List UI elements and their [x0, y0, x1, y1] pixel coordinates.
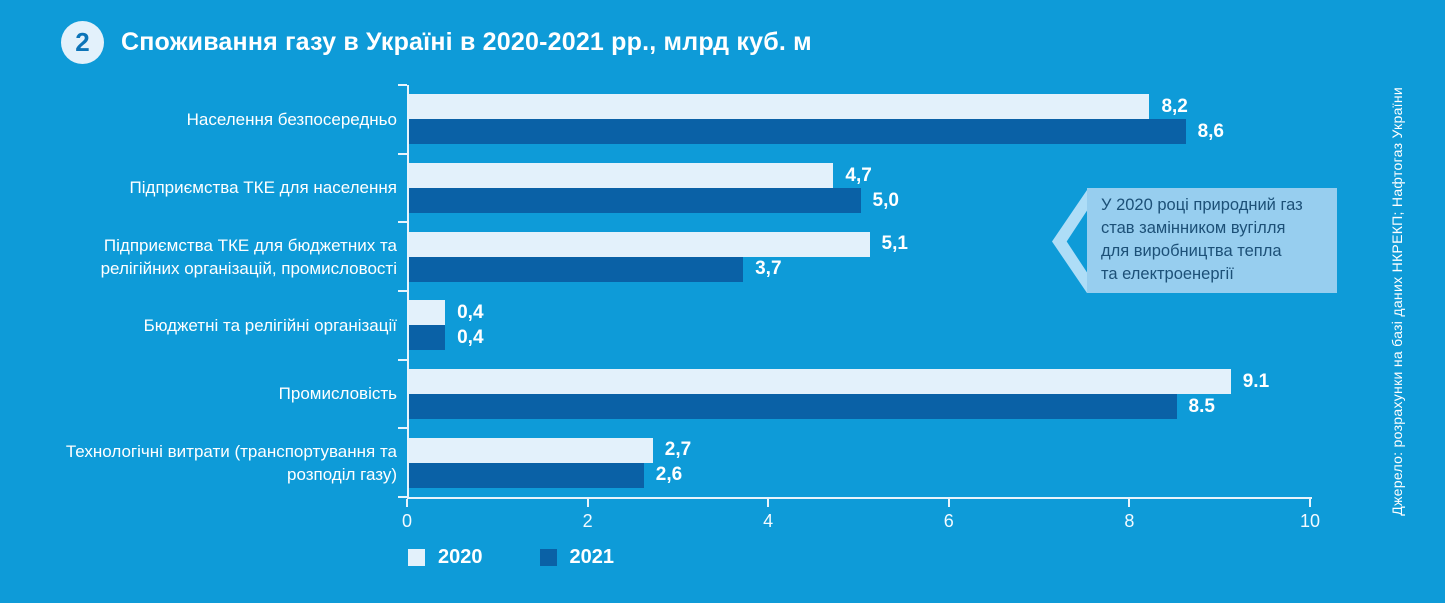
bar-row-2021: 3,7 — [409, 256, 1312, 282]
bar-row-2021: 0,4 — [409, 325, 1312, 351]
bar-row-2021: 2,6 — [409, 462, 1312, 488]
x-axis-tick-mark — [767, 499, 770, 507]
x-axis-tick-mark — [1309, 499, 1311, 507]
x-axis-tick-label: 0 — [401, 511, 413, 531]
bar-value-label: 2,7 — [664, 439, 692, 461]
y-axis-tick — [398, 84, 407, 86]
bar-value-label: 8,6 — [1197, 120, 1224, 142]
y-axis-tick — [398, 152, 407, 155]
callout-text-line: У 2020 році природний газ — [1101, 196, 1303, 214]
bar-2021 — [409, 256, 744, 282]
bar-2020 — [409, 94, 1150, 120]
legend-swatch-2020 — [408, 549, 425, 566]
bar-row-2020: 0,4 — [409, 300, 1312, 326]
bar-row-2021: 8.5 — [409, 394, 1312, 419]
y-axis-tick — [398, 290, 407, 292]
x-axis-tick-label: 10 — [1299, 511, 1321, 531]
category-labels-column: Населення безпосередньо Підприємства ТКЕ … — [38, 85, 397, 497]
source-container: Джерело: розрахунки на базі даних НКРЕКП… — [1389, 0, 1405, 603]
plot-area: 8,2 8,6 4,7 5,0 5,1 3,7 0,4 0,4 9.1 8.5 2,7 2,6 — [398, 84, 1312, 499]
source-text: Джерело: розрахунки на базі даних НКРЕКП… — [1389, 87, 1405, 516]
category-label: Підприємства ТКЕ для бюджетних та релігі… — [100, 235, 397, 278]
x-axis-tick-mark — [1128, 499, 1131, 507]
x-axis-tick-label: 4 — [763, 511, 774, 531]
figure-number-badge: 2 — [61, 21, 104, 64]
bar-row-2021: 8,6 — [409, 119, 1312, 145]
legend-item-2021: 2021 — [539, 546, 615, 569]
bar-value-label: 9.1 — [1242, 370, 1270, 392]
x-axis: 0 2 4 6 8 10 — [402, 499, 1320, 539]
category-label: Технологічні витрати (транспортування та… — [65, 441, 397, 484]
x-axis-tick-label: 6 — [943, 511, 954, 531]
category-label: Промисловість — [278, 384, 397, 404]
bar-row-2020: 9.1 — [409, 369, 1312, 394]
bar-value-label: 5,1 — [881, 233, 908, 255]
bar-value-label: 8.5 — [1188, 395, 1215, 417]
legend-label: 2020 — [438, 546, 483, 568]
bar-2021 — [409, 394, 1177, 419]
bar-2020 — [409, 300, 446, 326]
legend-label: 2021 — [569, 546, 615, 568]
bar-value-label: 2,6 — [655, 464, 683, 486]
bar-value-label: 5,0 — [872, 189, 899, 211]
bar-2020 — [409, 163, 834, 188]
bar-2020 — [409, 369, 1231, 394]
bar-2021 — [409, 462, 644, 488]
x-axis-tick-mark — [586, 499, 589, 507]
callout-text-line: та електроенергії — [1101, 265, 1234, 283]
callout-text-line: для виробництва тепла — [1101, 242, 1282, 260]
bar-2021 — [409, 119, 1186, 145]
legend: 2020 2021 — [408, 546, 614, 569]
legend-swatch-2021 — [539, 549, 557, 566]
chart-title: Споживання газу в Україні в 2020-2021 рр… — [121, 28, 812, 56]
y-axis-tick — [398, 427, 407, 430]
bar-value-label: 3,7 — [755, 258, 782, 280]
x-axis-tick-mark — [406, 499, 408, 507]
chart-header: 2 Споживання газу в Україні в 2020-2021 … — [61, 21, 812, 64]
bar-row-2020: 8,2 — [409, 94, 1312, 120]
x-axis-tick-label: 8 — [1124, 511, 1135, 531]
bar-value-label: 0,4 — [457, 301, 484, 323]
y-axis-tick — [398, 358, 407, 361]
bar-2021 — [409, 325, 446, 351]
category-label: Бюджетні та релігійні організації — [143, 315, 397, 335]
bar-value-label: 8,2 — [1161, 95, 1188, 117]
bar-row-2020: 4,7 — [409, 163, 1312, 188]
category-label: Населення безпосередньо — [186, 109, 397, 129]
bar-2020 — [409, 437, 653, 463]
bar-value-label: 4,7 — [845, 164, 872, 186]
legend-item-2020: 2020 — [408, 546, 483, 569]
bar-row-2020: 2,7 — [409, 437, 1312, 463]
x-axis-tick-label: 2 — [582, 511, 593, 531]
x-axis-tick-mark — [947, 499, 950, 507]
category-label: Підприємства ТКЕ для населення — [129, 178, 397, 198]
y-axis-tick — [398, 496, 407, 498]
y-axis-tick — [398, 221, 407, 224]
bar-value-label: 0,4 — [457, 326, 484, 348]
bar-2021 — [409, 188, 861, 213]
bar-2020 — [409, 231, 870, 257]
bar-row-2021: 5,0 — [409, 188, 1312, 213]
callout-text-line: став замінником вугілля — [1101, 219, 1286, 237]
callout-annotation: У 2020 році природний газ став замінником… — [1087, 188, 1337, 293]
bar-row-2020: 5,1 — [409, 231, 1312, 257]
